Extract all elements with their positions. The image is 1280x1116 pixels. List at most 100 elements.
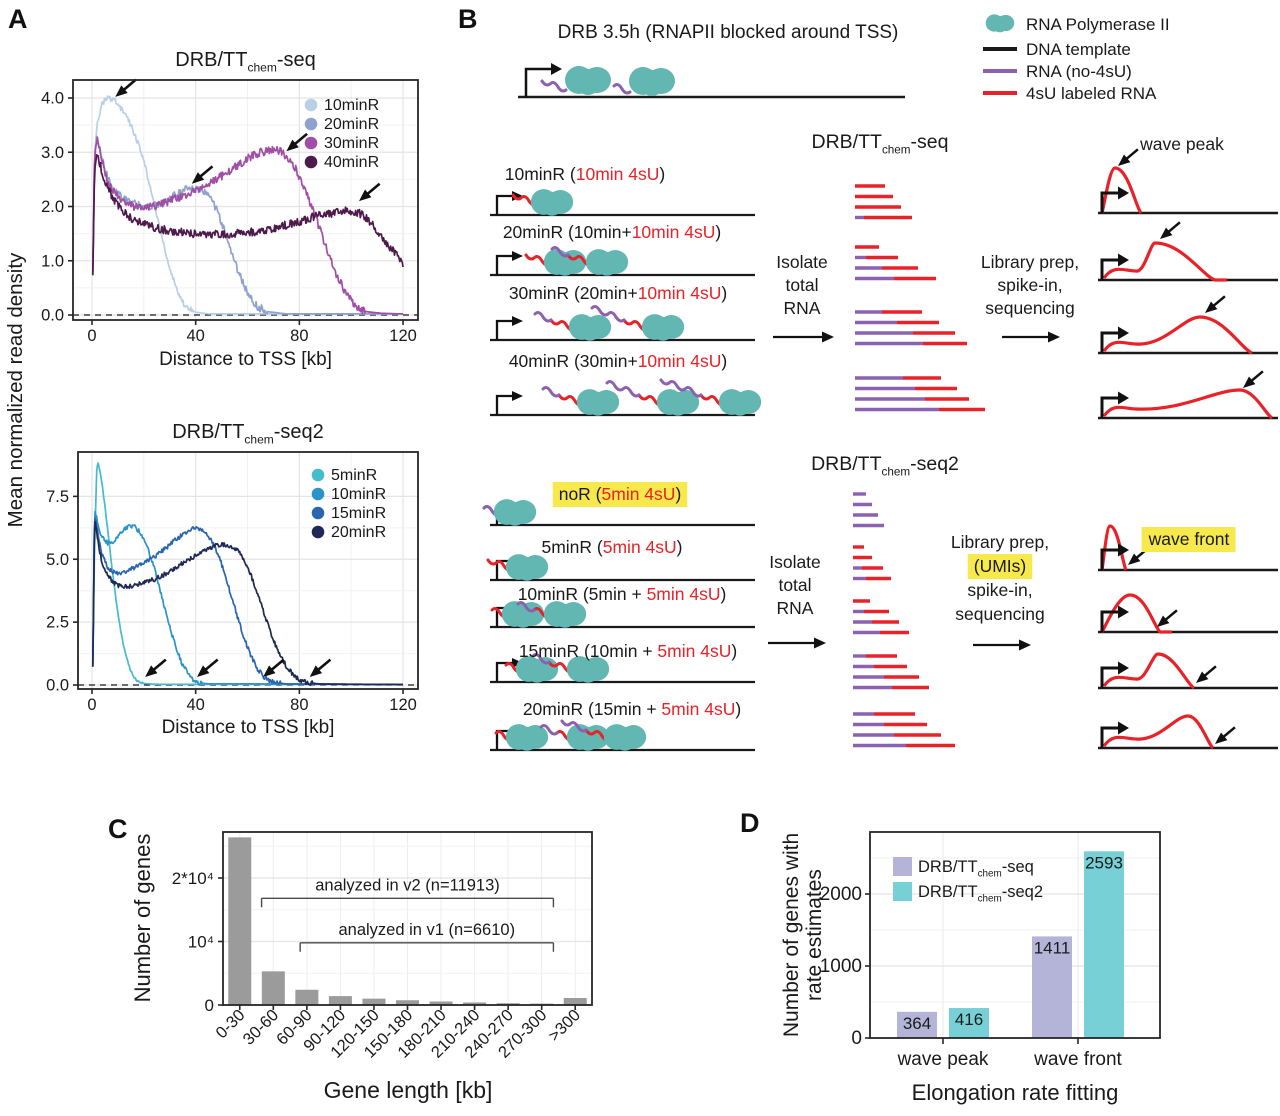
x-tick-label: 40 [187, 327, 205, 345]
legend-label: RNA (no-4sU) [1026, 62, 1132, 81]
flow-arrow-head-icon [1019, 639, 1031, 651]
library-prep-label: (UMIs) [974, 556, 1026, 576]
x-tick-label: 120 [389, 327, 417, 345]
gene-length-histogram: analyzed in v2 (n=11913) analyzed in v1 (… [130, 831, 593, 1103]
yellow-highlight [1141, 527, 1236, 552]
y-tick-label: 3.0 [41, 144, 64, 162]
chart-drb-ttchem-seq: 0 40 80 120 0.0 1.0 2.0 3.0 4.0 DRB/TTchem-seq Dis… [4, 49, 419, 527]
promoter-arrow-icon [1100, 726, 1120, 748]
signal-wave [1100, 593, 1172, 634]
hist-bar [261, 971, 285, 1005]
rna-squiggle-icon [659, 378, 703, 398]
hist-bar [396, 1000, 419, 1005]
x-tick-label: 80 [290, 327, 308, 345]
data-bar [1084, 851, 1124, 1038]
y-tick-label: 1.0 [41, 252, 64, 270]
promoter-arrow-icon [1100, 610, 1120, 632]
rna-squiggle-icon [531, 653, 551, 665]
rna-polymerase-icon [629, 67, 675, 96]
x-tick-label: 0 [87, 696, 96, 714]
bar-value-label: 2593 [1085, 853, 1123, 872]
arrow-head-icon [115, 85, 128, 97]
isolate-rna-label: Isolate [769, 552, 821, 572]
protocol-row-label: 15minR (10min + 5min 4sU) [519, 641, 737, 661]
rna-squiggle-icon [612, 83, 632, 95]
rna-squiggle-icon [560, 719, 588, 733]
signal-wave [1100, 524, 1128, 571]
annotation-label: analyzed in v1 (n=6610) [338, 921, 515, 939]
chart-title: DRB/TTchem-seq [175, 49, 315, 74]
rna-squiggle-icon [605, 380, 641, 398]
promoter-arrow-icon [495, 319, 514, 340]
series-30minR [91, 136, 404, 315]
legend-label: DRB/TTchem-seq [918, 858, 1034, 880]
hist-bar [463, 1002, 487, 1005]
x-axis-title: Distance to TSS [kb] [162, 717, 335, 738]
drb-caption: DRB 3.5h (RNAPII blocked around TSS) [558, 22, 899, 43]
y-axis-title-line2: rate estimates [803, 869, 826, 1001]
legend-dot-icon [304, 155, 318, 169]
bar-value-label: 364 [903, 1014, 931, 1033]
x-tick-label: >300 [545, 1006, 584, 1045]
panel-d-label: D [740, 808, 760, 838]
x-axis-title: Distance to TSS [kb] [159, 349, 332, 370]
x-tick-label: 0 [87, 327, 96, 345]
legend-label: 4sU labeled RNA [1026, 84, 1157, 103]
promoter-arrow-icon [524, 67, 553, 97]
legend-label: 20minR [331, 524, 386, 541]
rna-squiggle-icon [539, 724, 559, 736]
y-axis-title-line1: Number of genes with [780, 833, 803, 1037]
wave-position-arrow [121, 78, 137, 93]
hist-bar [295, 989, 319, 1005]
legend-label: RNA Polymerase II [1026, 15, 1170, 34]
section-title: DRB/TTchem-seq2 [811, 453, 959, 478]
protocol-row-label: 10minR (10min 4sU) [505, 164, 665, 184]
x-tick-label: wave peak [897, 1049, 989, 1070]
flow-arrow-head-icon [1048, 331, 1060, 343]
promoter-arrow-icon [1100, 548, 1120, 570]
x-tick-label: 80 [290, 696, 308, 714]
promoter-arrow-head-icon [1118, 543, 1129, 557]
data-bar [949, 1008, 989, 1038]
rna-polymerase-icon [656, 389, 700, 416]
protocol-section-2: DRB/TTchem-seq2 noR (5min 4sU) 5minR (5min… [482, 453, 1278, 752]
protocol-section-1: DRB/TTchem-seq 10minR (10min 4sU) 20minR (… [490, 131, 1278, 420]
wave-position-arrow [315, 658, 332, 673]
y-tick-label: 2*10⁴ [172, 869, 214, 888]
legend-dot-icon [311, 468, 325, 482]
promoter-arrow-icon [1100, 191, 1120, 213]
legend-label: 10minR [331, 486, 386, 503]
hist-bar [429, 1001, 453, 1005]
library-prep-label: Library prep, [981, 252, 1079, 272]
rate-estimates-bar-chart: 364 1411 416 2593 0 1000 2000 wave peak wave fro… [780, 831, 1161, 1105]
x-tick-label: 30-60 [240, 1006, 283, 1049]
protocol-row-label: noR (5min 4sU) [559, 484, 682, 504]
rna-polymerase-icon [576, 389, 620, 416]
promoter-arrow-head-icon [551, 63, 562, 75]
arrow-head-icon [1118, 154, 1131, 166]
protocol-row-label: 20minR (10min+10min 4sU) [503, 222, 721, 242]
arrow-head-icon [286, 139, 299, 152]
rna-polymerase-icon [603, 724, 647, 751]
y-tick-label: 2000 [820, 884, 862, 905]
isolate-rna-label: RNA [777, 598, 814, 618]
y-tick-label: 2.5 [46, 614, 69, 632]
y-tick-label: 2.0 [41, 198, 64, 216]
promoter-arrow-icon [495, 394, 514, 415]
legend-swatch-icon [893, 857, 912, 876]
isolate-rna-label: Isolate [776, 252, 828, 272]
legend-dot-icon [304, 136, 318, 150]
library-prep-label: sequencing [955, 604, 1045, 624]
x-axis-title: Elongation rate fitting [912, 1080, 1119, 1105]
x-axis-title: Gene length [kb] [324, 1077, 493, 1103]
legend-label: 15minR [331, 505, 386, 522]
arrow-head-icon [1160, 227, 1173, 239]
arrow-head-icon [1196, 671, 1209, 683]
legend-dot-icon [311, 487, 325, 501]
promoter-arrow-icon [1100, 331, 1120, 353]
y-axis-title: Mean normalized read density [4, 252, 27, 527]
promoter-arrow-icon [495, 194, 514, 215]
isolate-rna-label: RNA [784, 298, 821, 318]
signal-wave [1102, 241, 1227, 282]
